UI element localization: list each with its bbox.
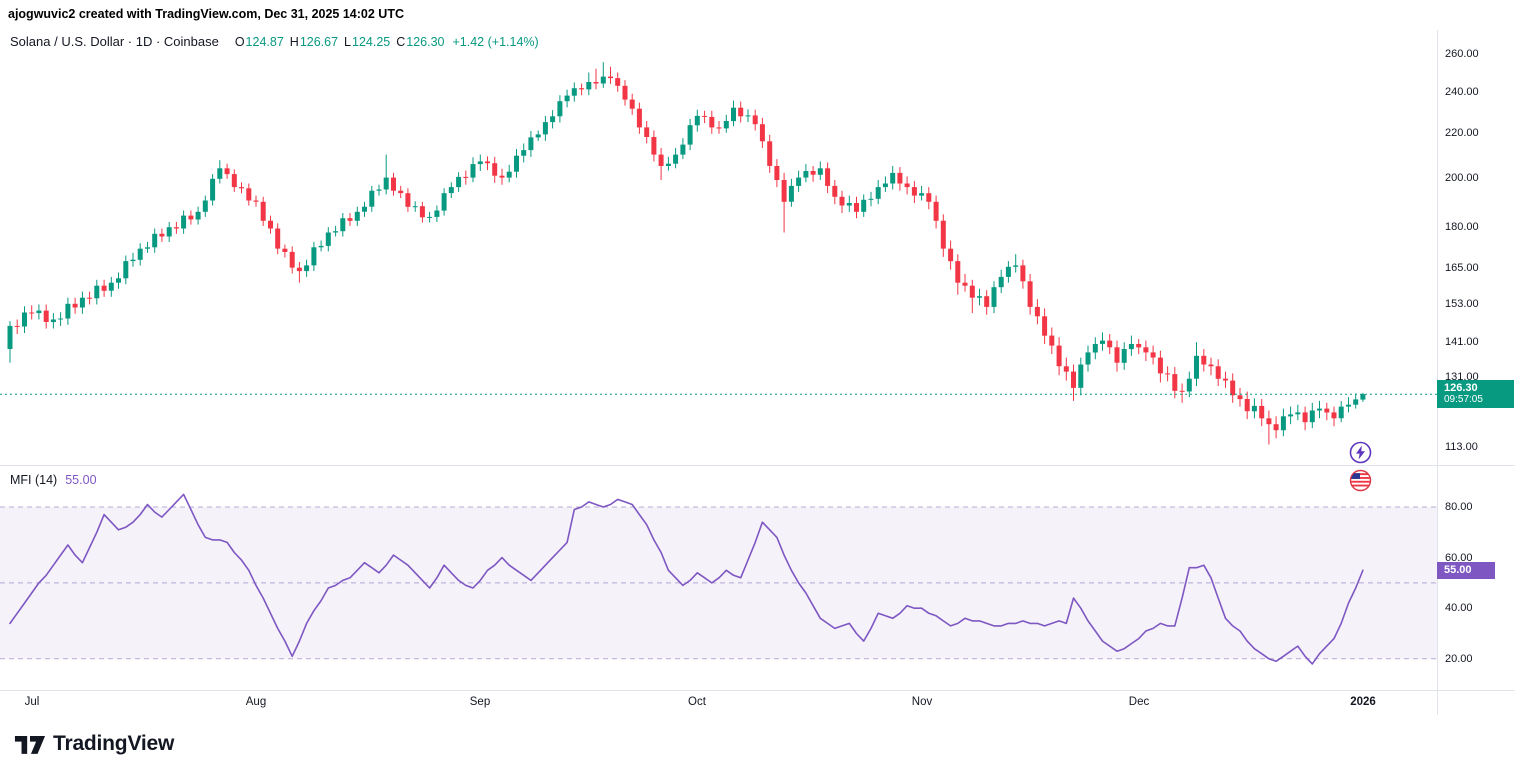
axis-tick-label: 80.00	[1445, 501, 1473, 513]
pane-separator[interactable]	[0, 465, 1515, 466]
last-price-badge: 126.30 09:57:05	[1437, 380, 1514, 408]
high-value: 126.67	[299, 35, 339, 49]
axis-tick-label: 141.00	[1445, 336, 1479, 348]
tradingview-logo-icon	[14, 735, 46, 754]
indicator-value: 55.00	[65, 473, 97, 487]
bar-countdown: 09:57:05	[1444, 394, 1483, 405]
axis-tick-label: 220.00	[1445, 127, 1479, 139]
close-value: 126.30	[406, 35, 445, 49]
lightning-icon[interactable]	[1349, 441, 1372, 464]
mfi-band	[0, 507, 1437, 659]
low-label: L	[344, 35, 351, 49]
open-value: 124.87	[245, 35, 284, 49]
attribution-text: ajogwuvic2 created with TradingView.com,…	[8, 7, 404, 21]
axis-tick-label: 20.00	[1445, 653, 1473, 665]
time-axis[interactable]: Jul Aug Sep Oct Nov Dec 2026	[0, 690, 1515, 715]
axis-tick-label: 153.00	[1445, 298, 1479, 310]
close-label: C	[396, 35, 406, 49]
indicator-value-badge: 55.00	[1437, 562, 1495, 579]
time-axis-label: Nov	[911, 696, 933, 708]
symbol-title[interactable]: Solana / U.S. Dollar · 1D · Coinbase	[10, 34, 219, 49]
right-price-axis[interactable]: 260.00 240.00 220.00 200.00 180.00 165.00 153.…	[1437, 30, 1514, 715]
tradingview-logo[interactable]: TradingView	[14, 731, 174, 756]
symbol-legend[interactable]: Solana / U.S. Dollar · 1D · Coinbase O124…	[10, 34, 539, 49]
time-axis-label: Aug	[245, 696, 267, 708]
axis-tick-label: 60.00	[1445, 552, 1473, 564]
change-value: +1.42 (+1.14%)	[452, 35, 539, 49]
tradingview-brand-text: TradingView	[53, 731, 175, 755]
chart-corner-icons	[1349, 441, 1411, 492]
time-axis-label: Jul	[24, 696, 40, 708]
time-axis-label: Oct	[688, 696, 706, 708]
chart-canvas[interactable]	[0, 30, 1437, 690]
axis-tick-label: 240.00	[1445, 86, 1479, 98]
open-label: O	[234, 35, 245, 49]
mfi-line	[9, 493, 1364, 665]
axis-tick-label: 40.00	[1445, 602, 1473, 614]
time-axis-label: Sep	[469, 696, 491, 708]
axis-tick-label: 180.00	[1445, 221, 1479, 233]
axis-tick-label: 260.00	[1445, 48, 1479, 60]
time-axis-label: 2026	[1350, 696, 1376, 708]
attribution-bar: ajogwuvic2 created with TradingView.com,…	[8, 7, 404, 21]
us-flag-icon[interactable]	[1349, 469, 1372, 492]
axis-tick-label: 113.00	[1445, 441, 1478, 453]
indicator-name[interactable]: MFI (14)	[10, 473, 58, 487]
high-label: H	[289, 35, 299, 49]
axis-tick-label: 165.00	[1445, 262, 1479, 274]
low-value: 124.25	[352, 35, 391, 49]
axis-tick-label: 200.00	[1445, 172, 1479, 184]
candlestick-series	[7, 62, 1366, 445]
last-price-value: 126.30	[1444, 382, 1478, 394]
time-axis-label: Dec	[1128, 696, 1150, 708]
indicator-legend[interactable]: MFI (14) 55.00	[10, 473, 97, 487]
